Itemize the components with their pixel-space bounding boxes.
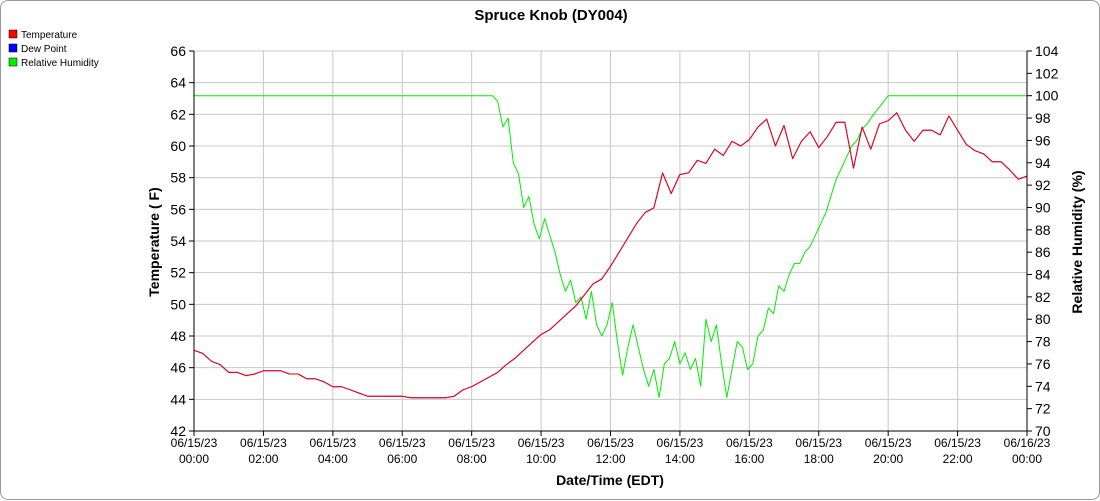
y2-tick-label: 102: [1035, 65, 1059, 81]
y2-tick-label: 80: [1035, 311, 1051, 327]
y2-tick-label: 76: [1035, 356, 1051, 372]
grid-lines: [193, 50, 1028, 432]
x-tick-label-time: 00:00: [1012, 452, 1042, 466]
temperature-line: [193, 112, 1028, 399]
legend-label: Dew Point: [21, 44, 67, 55]
y-tick-label: 50: [170, 296, 186, 312]
legend: Temperature Dew Point Relative Humidity: [8, 29, 99, 69]
x-tick-label-time: 14:00: [665, 452, 695, 466]
legend-swatch: [8, 29, 18, 39]
y2-tick-label: 104: [1035, 43, 1059, 59]
x-tick-label-time: 10:00: [526, 452, 556, 466]
x-tick-label-date: 06/15/23: [379, 436, 426, 450]
y-tick-label: 58: [170, 170, 186, 186]
y2-axis-title: Relative Humidity (%): [1069, 170, 1085, 313]
y2-tick-label: 74: [1035, 378, 1051, 394]
x-tick-label-time: 18:00: [804, 452, 834, 466]
x-tick-label-date: 06/15/23: [518, 436, 565, 450]
series-lines: [193, 95, 1028, 399]
y2-tick-label: 84: [1035, 267, 1051, 283]
legend-swatch: [8, 57, 18, 67]
x-tick-label-date: 06/15/23: [795, 436, 842, 450]
y2-tick-label: 90: [1035, 199, 1051, 215]
x-tick-label-date: 06/15/23: [934, 436, 981, 450]
y-tick-label: 66: [170, 43, 186, 59]
y-tick-label: 64: [170, 75, 186, 91]
y2-tick-label: 82: [1035, 289, 1051, 305]
y2-tick-label: 78: [1035, 334, 1051, 350]
x-tick-label-time: 00:00: [179, 452, 209, 466]
y-tick-label: 52: [170, 265, 186, 281]
x-tick-label-date: 06/15/23: [309, 436, 356, 450]
legend-label: Temperature: [21, 30, 78, 41]
y-tick-label: 60: [170, 138, 186, 154]
x-tick-label-date: 06/15/23: [726, 436, 773, 450]
legend-swatch: [8, 43, 18, 53]
x-tick-label-date: 06/15/23: [171, 436, 218, 450]
chart-title: Spruce Knob (DY004): [474, 7, 627, 24]
x-axis-title: Date/Time (EDT): [556, 472, 664, 488]
x-tick-label-date: 06/15/23: [240, 436, 287, 450]
y-tick-label: 54: [170, 233, 186, 249]
x-tick-label-time: 06:00: [387, 452, 417, 466]
x-tick-label-date: 06/15/23: [657, 436, 704, 450]
x-tick-label-date: 06/15/23: [448, 436, 495, 450]
y2-tick-label: 92: [1035, 177, 1051, 193]
y-tick-label: 62: [170, 106, 186, 122]
x-tick-label-time: 20:00: [873, 452, 903, 466]
relative-humidity-line: [194, 95, 1027, 398]
y2-tick-label: 70: [1035, 423, 1051, 439]
y-tick-label: 46: [170, 360, 186, 376]
y-tick-label: 48: [170, 328, 186, 344]
x-tick-label-time: 08:00: [457, 452, 487, 466]
x-tick-label-date: 06/15/23: [587, 436, 634, 450]
x-tick-label-date: 06/15/23: [865, 436, 912, 450]
x-tick-label-time: 02:00: [248, 452, 278, 466]
y2-tick-label: 86: [1035, 244, 1051, 260]
y-tick-label: 56: [170, 201, 186, 217]
y2-tick-label: 100: [1035, 88, 1059, 104]
x-tick-label-time: 04:00: [318, 452, 348, 466]
y2-tick-label: 94: [1035, 155, 1051, 171]
y-tick-label: 44: [170, 391, 186, 407]
y2-tick-label: 98: [1035, 110, 1051, 126]
y2-tick-label: 88: [1035, 222, 1051, 238]
y2-tick-label: 72: [1035, 401, 1051, 417]
axes: 42 44 46 48 50 52 54 56 58 60 62 64 66 70 72 74 76 78 80 82…: [170, 43, 1058, 466]
x-tick-label-time: 22:00: [943, 452, 973, 466]
x-tick-label-time: 16:00: [734, 452, 764, 466]
x-tick-label-date: 06/16/23: [1004, 436, 1051, 450]
y-axis-title: Temperature ( F): [146, 187, 162, 296]
legend-label: Relative Humidity: [21, 58, 99, 69]
x-tick-label-time: 12:00: [595, 452, 625, 466]
y2-tick-label: 96: [1035, 132, 1051, 148]
y-tick-label: 42: [170, 423, 186, 439]
